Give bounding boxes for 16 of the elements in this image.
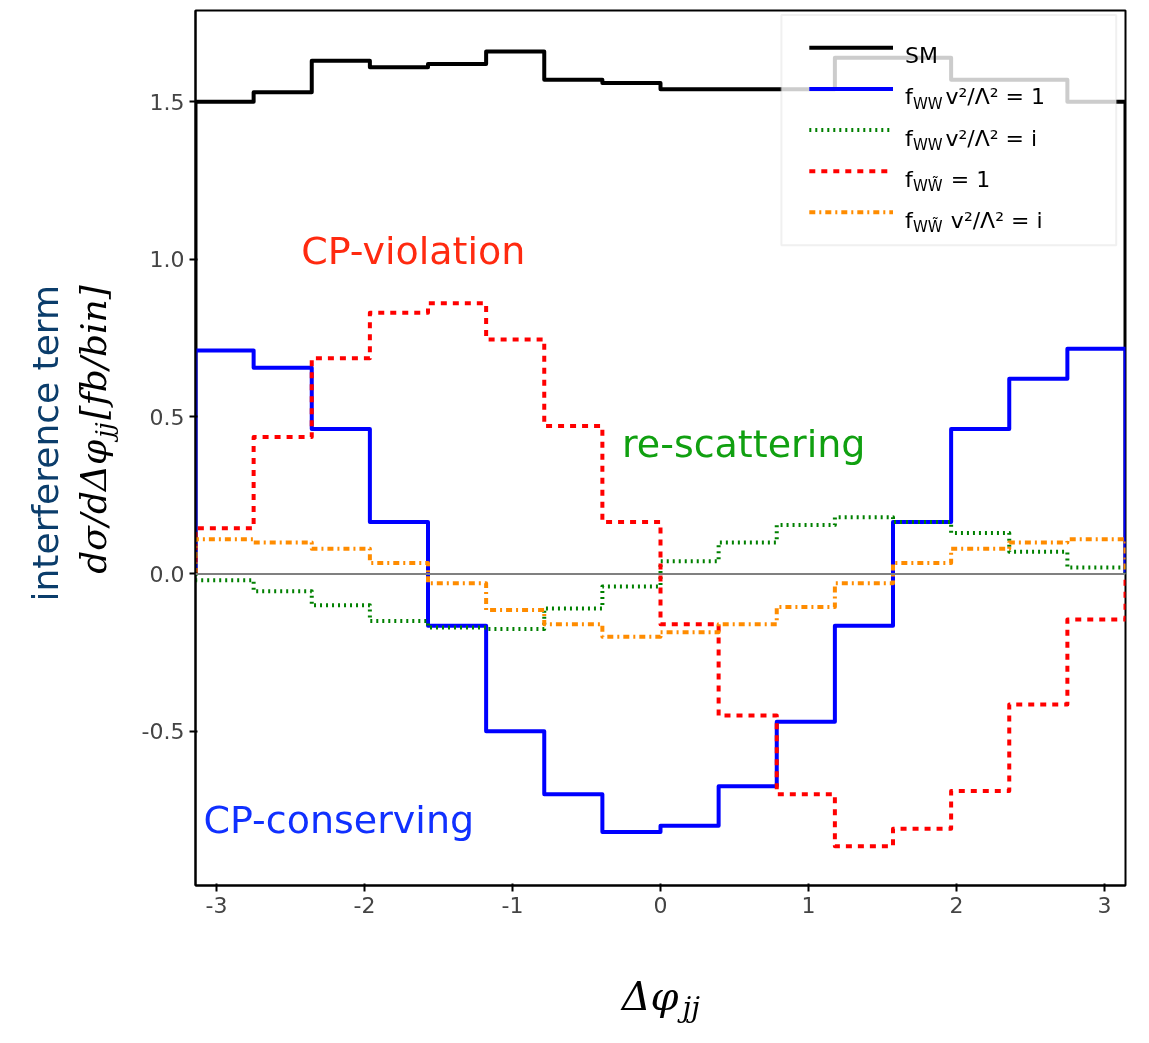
y-tick-label: 0.5 <box>149 404 185 430</box>
x-tick-label: -2 <box>353 892 376 918</box>
x-tick-label: -1 <box>501 892 524 918</box>
x-tick-label: 1 <box>801 892 816 918</box>
x-tick-label: -3 <box>205 892 228 918</box>
annotation: CP-conserving <box>203 797 475 842</box>
y-tick-label: -0.5 <box>141 719 185 745</box>
x-tick-label: 3 <box>1097 892 1112 918</box>
legend-label: SM <box>905 43 938 69</box>
annotation: re-scattering <box>622 421 866 466</box>
x-tick-label: 0 <box>653 892 668 918</box>
y-tick-label: 1.0 <box>149 247 185 273</box>
y-tick-label: 1.5 <box>149 89 185 115</box>
annotation: CP-violation <box>301 229 526 273</box>
x-tick-label: 2 <box>949 892 964 918</box>
y-tick-label: 0.0 <box>149 561 185 587</box>
